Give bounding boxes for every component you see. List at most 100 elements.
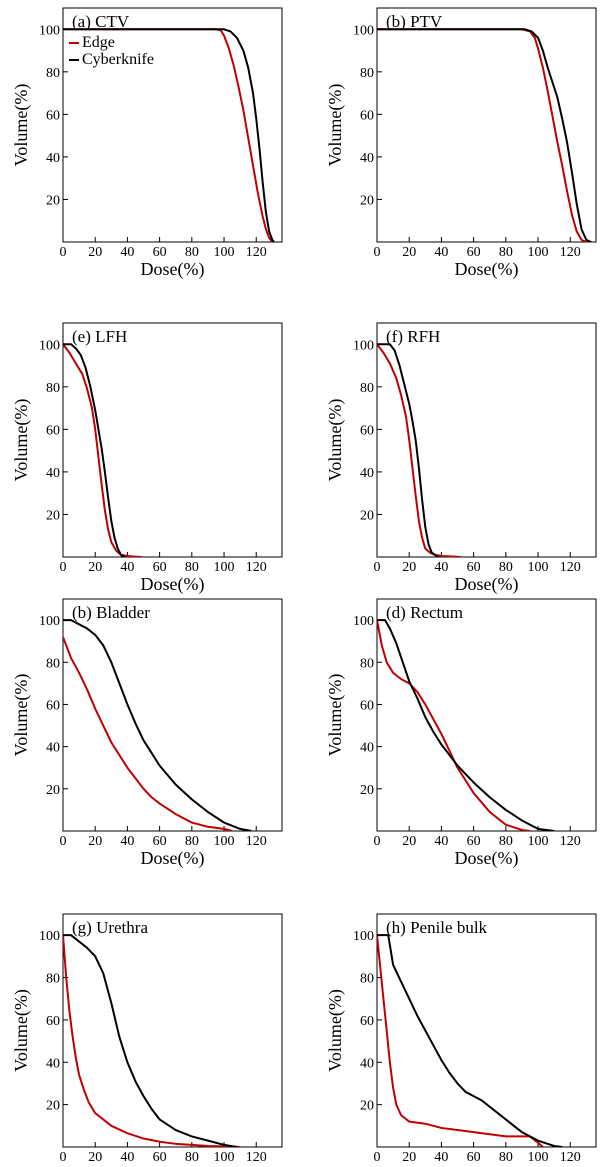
y-tick-label: 60 (360, 108, 374, 123)
y-tick-label: 100 (39, 614, 60, 629)
legend-label-edge: Edge (82, 34, 115, 51)
y-tick-label: 20 (46, 508, 60, 523)
x-tick-label: 0 (60, 834, 67, 849)
x-tick-label: 60 (467, 1150, 481, 1165)
x-tick-label: 60 (153, 245, 167, 260)
y-tick-label: 60 (360, 1014, 374, 1029)
plot-frame (376, 913, 597, 1148)
y-axis-label: Volume(%) (325, 399, 346, 482)
x-axis-label: Dose(%) (455, 848, 519, 869)
x-tick-label: 40 (434, 834, 448, 849)
x-tick-label: 100 (214, 245, 235, 260)
x-tick-label: 0 (60, 1150, 67, 1165)
series-line-edge (63, 28, 274, 242)
y-tick-label: 20 (46, 783, 60, 798)
x-tick-label: 0 (374, 245, 381, 260)
x-axis-label: Dose(%) (455, 259, 519, 280)
y-tick-label: 100 (353, 614, 374, 629)
y-tick-label: 40 (46, 1056, 60, 1071)
x-tick-label: 100 (528, 834, 549, 849)
x-tick-label: 100 (214, 560, 235, 575)
y-tick-label: 100 (353, 338, 374, 353)
y-axis-label: Volume(%) (11, 399, 32, 482)
panel-h-penile-bulk: (h) Penile bulk 0 20 40 60 80 100 120 20 40 60 80 10… (325, 913, 597, 1167)
x-tick-label: 120 (246, 1150, 267, 1165)
y-tick-label: 40 (46, 741, 60, 756)
y-tick-label: 40 (360, 1056, 374, 1071)
x-tick-label: 40 (120, 560, 134, 575)
x-axis-label: Dose(%) (141, 1164, 205, 1167)
y-axis-label: Volume(%) (325, 84, 346, 167)
y-tick-label: 60 (46, 423, 60, 438)
y-tick-label: 80 (360, 656, 374, 671)
x-tick-label: 0 (60, 245, 67, 260)
x-tick-label: 80 (499, 1150, 513, 1165)
x-tick-label: 80 (499, 245, 513, 260)
x-tick-label: 20 (402, 1150, 416, 1165)
panel-title: (h) Penile bulk (386, 918, 488, 937)
x-tick-label: 20 (88, 1150, 102, 1165)
panel-title: (g) Urethra (72, 918, 148, 937)
series-line-cyberknife (63, 28, 275, 242)
plot-frame (62, 322, 283, 558)
series-line-cyberknife (377, 619, 555, 831)
y-tick-label: 60 (360, 698, 374, 713)
x-tick-label: 80 (185, 245, 199, 260)
series-line-cyberknife (63, 343, 125, 557)
y-tick-label: 20 (360, 193, 374, 208)
y-tick-label: 20 (360, 508, 374, 523)
panel-f-rfh: (f) RFH 0 20 40 60 80 100 120 20 40 60 80 100 Dose(%)… (325, 322, 597, 595)
x-tick-label: 60 (467, 245, 481, 260)
x-tick-label: 100 (214, 834, 235, 849)
y-axis-label: Volume(%) (11, 84, 32, 167)
y-tick-label: 40 (46, 466, 60, 481)
panel-title: (b) PTV (386, 12, 443, 31)
plot-frame (376, 598, 597, 832)
x-tick-label: 80 (185, 834, 199, 849)
x-tick-label: 120 (246, 560, 267, 575)
x-tick-label: 60 (153, 1150, 167, 1165)
y-tick-label: 20 (46, 193, 60, 208)
x-tick-label: 0 (374, 834, 381, 849)
x-tick-label: 0 (374, 560, 381, 575)
y-tick-label: 80 (360, 381, 374, 396)
x-tick-label: 20 (88, 834, 102, 849)
series-line-cyberknife (63, 619, 252, 831)
y-tick-label: 20 (46, 1099, 60, 1114)
y-tick-label: 40 (360, 466, 374, 481)
panel-b-ptv: (b) PTV 0 20 40 60 80 100 120 20 40 60 80 100 Dose(%)… (325, 7, 597, 280)
x-tick-label: 80 (185, 1150, 199, 1165)
x-tick-label: 20 (402, 560, 416, 575)
series-line-edge (377, 619, 531, 831)
panel-title: (b) Bladder (72, 603, 150, 622)
y-tick-label: 100 (39, 23, 60, 38)
x-tick-label: 120 (246, 834, 267, 849)
x-tick-label: 100 (214, 1150, 235, 1165)
x-tick-label: 40 (434, 1150, 448, 1165)
x-tick-label: 120 (560, 834, 581, 849)
y-tick-label: 20 (360, 783, 374, 798)
x-tick-label: 100 (528, 1150, 549, 1165)
x-axis-label: Dose(%) (141, 848, 205, 869)
x-tick-label: 40 (434, 245, 448, 260)
y-tick-label: 100 (39, 929, 60, 944)
y-tick-label: 60 (46, 1014, 60, 1029)
panel-a-ctv: (a) CTV 0 20 40 60 80 100 120 20 40 60 80 100 Dose(%)… (11, 7, 283, 280)
series-line-edge (377, 935, 544, 1147)
panel-title: (e) LFH (72, 327, 127, 346)
series-line-edge (63, 636, 233, 831)
series-line-cyberknife (377, 28, 592, 242)
series-line-edge (63, 935, 241, 1147)
x-tick-label: 40 (120, 834, 134, 849)
x-tick-label: 60 (153, 834, 167, 849)
y-tick-label: 80 (46, 66, 60, 81)
x-tick-label: 80 (185, 560, 199, 575)
plot-frame (62, 913, 283, 1148)
x-tick-label: 100 (528, 245, 549, 260)
series-line-cyberknife (63, 934, 238, 1147)
series-line-cyberknife (377, 343, 439, 557)
y-tick-label: 40 (360, 741, 374, 756)
plot-frame (376, 7, 597, 243)
x-axis-label: Dose(%) (455, 1164, 519, 1167)
